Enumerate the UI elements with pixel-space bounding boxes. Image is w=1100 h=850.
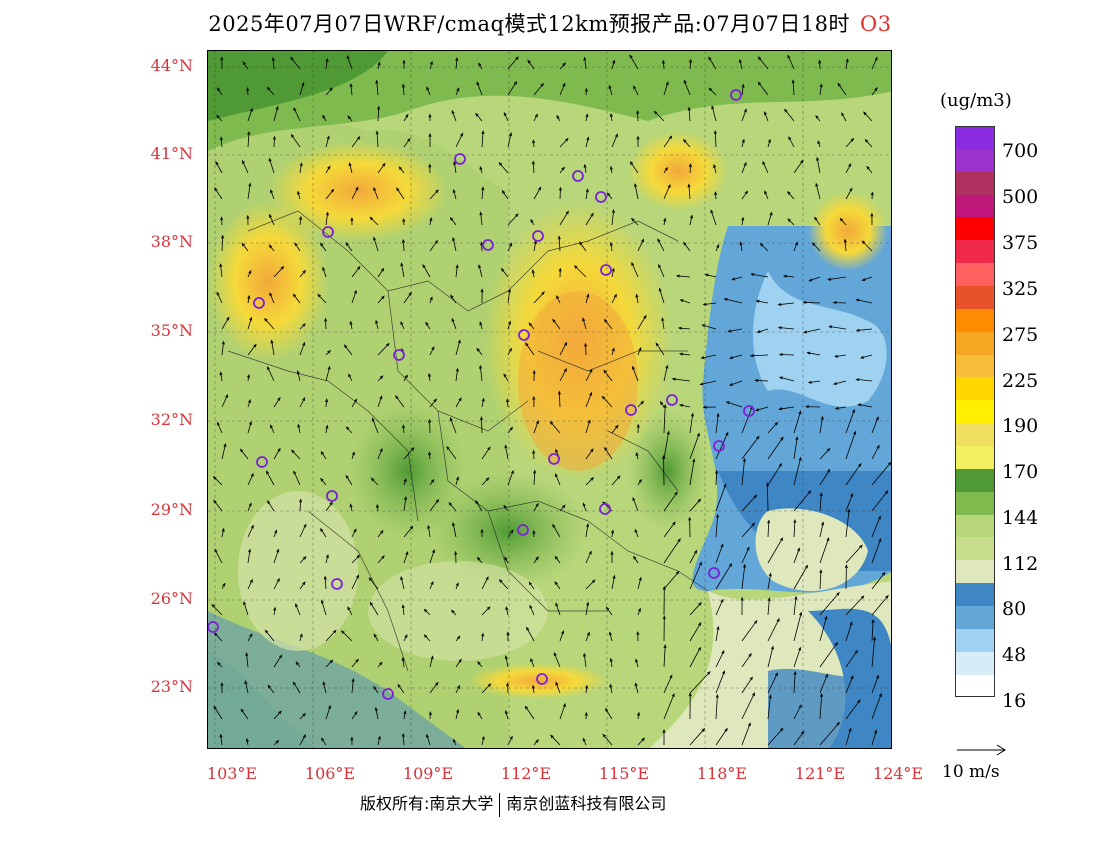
land-north (208, 51, 891, 151)
lon-label-109: 109°E (402, 764, 454, 783)
colorbar-swatch (955, 171, 995, 195)
colorbar-swatch (955, 491, 995, 515)
map-canvas (208, 51, 891, 748)
colorbar-swatch (955, 331, 995, 355)
colorbar-swatch (955, 194, 995, 218)
copyright: 版权所有:南京大学 南京创蓝科技有限公司 (360, 790, 666, 817)
colorbar-swatch (955, 537, 995, 561)
lon-label-112: 112°E (500, 764, 552, 783)
colorbar-swatch (955, 560, 995, 584)
colorbar-label-48: 48 (1002, 644, 1027, 666)
lon-label-103: 103°E (206, 764, 258, 783)
graticule (208, 51, 891, 748)
lat-label-23: 23°N (150, 677, 193, 696)
colorbar-swatch (955, 354, 995, 378)
province-borders (227, 210, 709, 672)
colorbar-label-80: 80 (1002, 598, 1027, 620)
lat-label-32: 32°N (150, 410, 193, 429)
colorbar-label-275: 275 (1002, 324, 1039, 346)
lat-label-44: 44°N (150, 56, 193, 75)
wind-vectors (211, 54, 891, 746)
lat-label-26: 26°N (150, 589, 193, 608)
colorbar-swatch (955, 651, 995, 675)
colorbar-label-144: 144 (1002, 507, 1039, 529)
colorbar-swatch (955, 308, 995, 332)
colorbar-label-225: 225 (1002, 370, 1039, 392)
lat-label-35: 35°N (150, 321, 193, 340)
title-text: 2025年07月07日WRF/cmaq模式12km预报产品:07月07日18时 (208, 12, 851, 36)
colorbar-label-375: 375 (1002, 232, 1039, 254)
colorbar-swatch (955, 377, 995, 401)
copyright-left: 版权所有:南京大学 (360, 794, 494, 813)
colorbar-swatch (955, 240, 995, 264)
colorbar-swatch (955, 446, 995, 469)
lon-label-115: 115°E (598, 764, 650, 783)
lat-label-38: 38°N (150, 232, 193, 251)
colorbar-swatch (955, 217, 995, 241)
colorbar-label-700: 700 (1002, 140, 1039, 162)
colorbar-label-112: 112 (1002, 553, 1039, 575)
colorbar-swatch (955, 514, 995, 538)
colorbar-label-170: 170 (1002, 461, 1039, 483)
lon-label-124: 124°E (872, 764, 924, 783)
chart-title: 2025年07月07日WRF/cmaq模式12km预报产品:07月07日18时 O… (0, 8, 1100, 38)
city-markers (208, 89, 755, 700)
colorbar-swatch (955, 583, 995, 607)
colorbar-label-325: 325 (1002, 278, 1039, 300)
lat-label-41: 41°N (150, 144, 193, 163)
colorbar-label-16: 16 (1002, 690, 1027, 712)
colorbar (955, 126, 995, 698)
colorbar-swatch (955, 263, 995, 287)
reference-vector-label: 10 m/s (942, 762, 1000, 782)
forecast-map (207, 50, 892, 749)
colorbar-swatch (955, 126, 995, 149)
lon-label-118: 118°E (696, 764, 748, 783)
copyright-right: 南京创蓝科技有限公司 (506, 794, 667, 813)
colorbar-label-500: 500 (1002, 186, 1039, 208)
colorbar-swatch (955, 628, 995, 652)
pollutant-label: O3 (860, 12, 892, 36)
colorbar-swatch (955, 423, 995, 447)
reference-vector-arrow (957, 744, 1006, 756)
colorbar-swatch (955, 468, 995, 492)
colorbar-label-190: 190 (1002, 415, 1039, 437)
lon-label-106: 106°E (304, 764, 356, 783)
colorbar-units: (ug/m3) (940, 90, 1012, 111)
colorbar-swatch (955, 674, 995, 698)
colorbar-swatch (955, 286, 995, 309)
lon-label-121: 121°E (794, 764, 846, 783)
colorbar-swatch (955, 606, 995, 629)
colorbar-swatch (955, 400, 995, 424)
colorbar-swatch (955, 148, 995, 172)
lat-label-29: 29°N (150, 500, 193, 519)
